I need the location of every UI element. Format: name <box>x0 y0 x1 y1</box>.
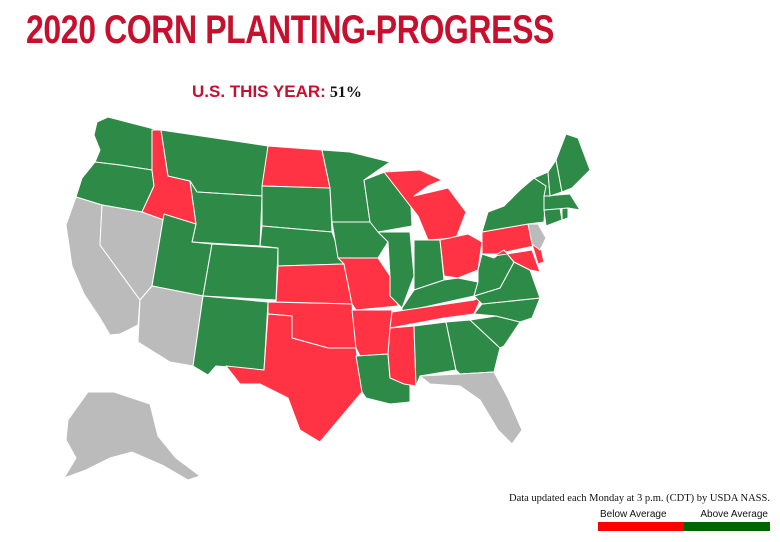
legend-below-label: Below Average <box>600 509 667 520</box>
state-kansas[interactable] <box>275 263 353 305</box>
update-note: Data updated each Monday at 3 p.m. (CDT)… <box>508 493 770 504</box>
state-south-carolina[interactable] <box>469 315 521 349</box>
legend-below-swatch <box>598 522 684 531</box>
state-massachusetts[interactable] <box>543 193 581 211</box>
state-alaska[interactable] <box>63 391 201 481</box>
state-arkansas[interactable] <box>351 309 393 357</box>
state-arizona[interactable] <box>137 285 204 367</box>
us-progress-label: U.S. THIS YEAR: <box>192 82 326 101</box>
state-connecticut[interactable] <box>543 207 563 227</box>
state-vermont[interactable] <box>533 171 551 197</box>
state-maryland[interactable] <box>493 249 541 273</box>
page-title: 2020 CORN PLANTING-PROGRESS <box>26 8 554 52</box>
state-maine[interactable] <box>555 133 591 193</box>
state-rhode-island[interactable] <box>561 207 569 221</box>
state-florida[interactable] <box>419 371 523 445</box>
state-south-dakota[interactable] <box>261 185 333 233</box>
state-new-mexico[interactable] <box>192 295 269 376</box>
state-alabama[interactable] <box>413 321 457 387</box>
state-north-dakota[interactable] <box>261 145 331 189</box>
legend-above-swatch <box>684 522 770 531</box>
us-progress-value: 51% <box>329 84 362 101</box>
state-new-jersey[interactable] <box>527 223 547 251</box>
state-ohio[interactable] <box>439 233 483 279</box>
state-michigan[interactable] <box>383 169 467 241</box>
legend: Below Average Above Average <box>598 509 770 531</box>
state-mississippi[interactable] <box>387 325 417 387</box>
state-colorado[interactable] <box>202 243 279 301</box>
state-missouri[interactable] <box>337 257 399 311</box>
legend-above-label: Above Average <box>700 509 768 520</box>
state-illinois[interactable] <box>377 231 415 309</box>
us-progress: U.S. THIS YEAR: 51% <box>192 82 362 102</box>
state-washington[interactable] <box>93 116 159 171</box>
state-texas[interactable] <box>225 313 363 443</box>
